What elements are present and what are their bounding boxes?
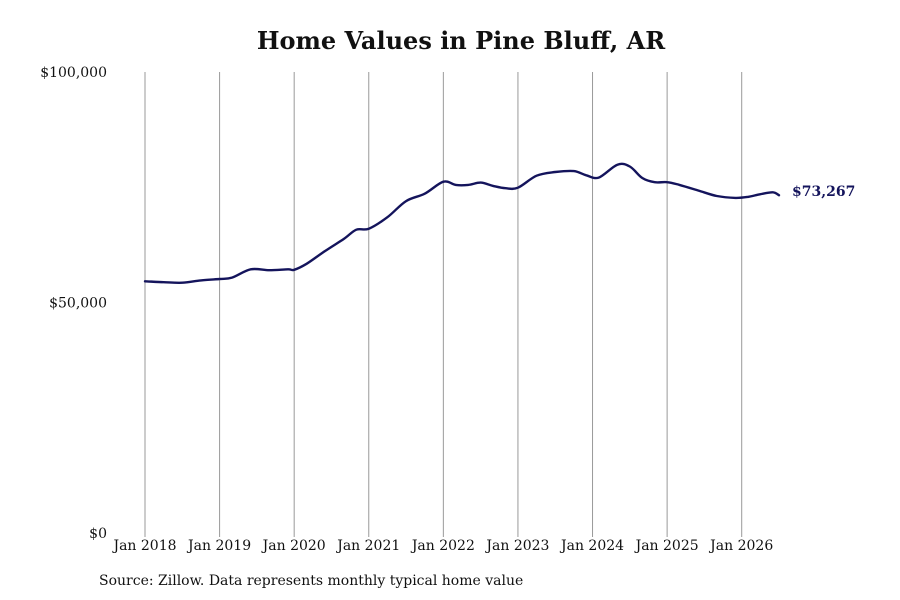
x-tick-label: Jan 2025 [634,538,699,554]
y-tick-label: $100,000 [40,65,107,81]
x-tick-label: Jan 2022 [410,538,475,554]
x-tick-label: Jan 2019 [186,538,251,554]
y-axis-ticks: $0 $50,000 $100,000 [40,65,107,542]
x-tick-label: Jan 2026 [708,538,773,554]
x-tick-label: Jan 2020 [261,538,326,554]
source-note: Source: Zillow. Data represents monthly … [99,573,524,589]
x-tick-label: Jan 2018 [111,538,176,554]
x-tick-label: Jan 2021 [335,538,400,554]
series-line [143,162,781,284]
x-tick-label: Jan 2024 [559,538,624,554]
series-layer [143,162,781,284]
y-tick-label: $50,000 [49,296,107,312]
end-value-label: $73,267 [792,184,855,200]
annotations: $73,267 [792,184,855,200]
chart-title: Home Values in Pine Bluff, AR [256,26,666,55]
x-tick-label: Jan 2023 [484,538,549,554]
x-axis-ticks: Jan 2018 Jan 2019 Jan 2020 Jan 2021 Jan 2022… [111,538,773,554]
gridlines [144,72,743,537]
y-tick-label: $0 [89,526,107,542]
